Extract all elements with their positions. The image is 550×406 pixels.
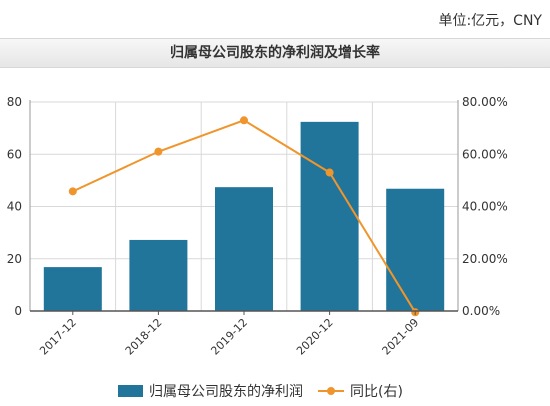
combo-chart: 80 60 40 20 0 80.00% 60.00% 40.00% 20.00% 0.00% 20…	[7, 95, 508, 358]
legend-item-bar[interactable]: 归属母公司股东的净利润	[118, 380, 303, 402]
left-tick-label: 60	[7, 147, 22, 161]
right-tick-label: 60.00%	[462, 147, 508, 161]
growth-point	[240, 116, 248, 125]
unit-label: 单位:亿元，CNY	[438, 13, 542, 29]
bar	[300, 121, 359, 311]
x-tick-label: 2019-12	[208, 316, 250, 358]
bar	[129, 239, 188, 311]
chart-title: 归属母公司股东的净利润及增长率	[170, 45, 380, 61]
right-tick-label: 80.00%	[462, 95, 508, 109]
x-tick-label: 2021-09	[380, 316, 422, 358]
legend-bar-label: 归属母公司股东的净利润	[149, 384, 303, 400]
title-bar: 归属母公司股东的净利润及增长率	[0, 38, 550, 68]
x-tick-label: 2020-12	[294, 316, 336, 358]
right-tick-label: 0.00%	[462, 304, 500, 318]
line-layer	[68, 116, 420, 317]
legend-bar-swatch	[118, 385, 143, 397]
x-tick-label: 2017-12	[37, 316, 79, 358]
growth-point	[68, 187, 77, 196]
growth-point	[154, 147, 163, 156]
growth-point	[325, 168, 334, 177]
left-tick-label: 40	[7, 200, 22, 214]
right-tick-label: 40.00%	[462, 200, 508, 214]
left-tick-label: 0	[14, 304, 22, 318]
right-tick-label: 20.00%	[462, 252, 508, 266]
bar	[215, 187, 273, 311]
left-tick-label: 80	[7, 95, 22, 109]
bar	[386, 188, 445, 311]
x-tick-label: 2018-12	[123, 316, 165, 358]
legend-line-swatch	[318, 385, 344, 397]
left-tick-label: 20	[7, 252, 22, 266]
legend-item-line[interactable]: 同比(右)	[318, 380, 403, 402]
legend: 归属母公司股东的净利润 同比(右)	[0, 380, 550, 404]
legend-line-label: 同比(右)	[350, 384, 403, 400]
axis-layer	[29, 100, 459, 315]
bar-layer	[43, 121, 445, 311]
bar	[43, 267, 102, 311]
